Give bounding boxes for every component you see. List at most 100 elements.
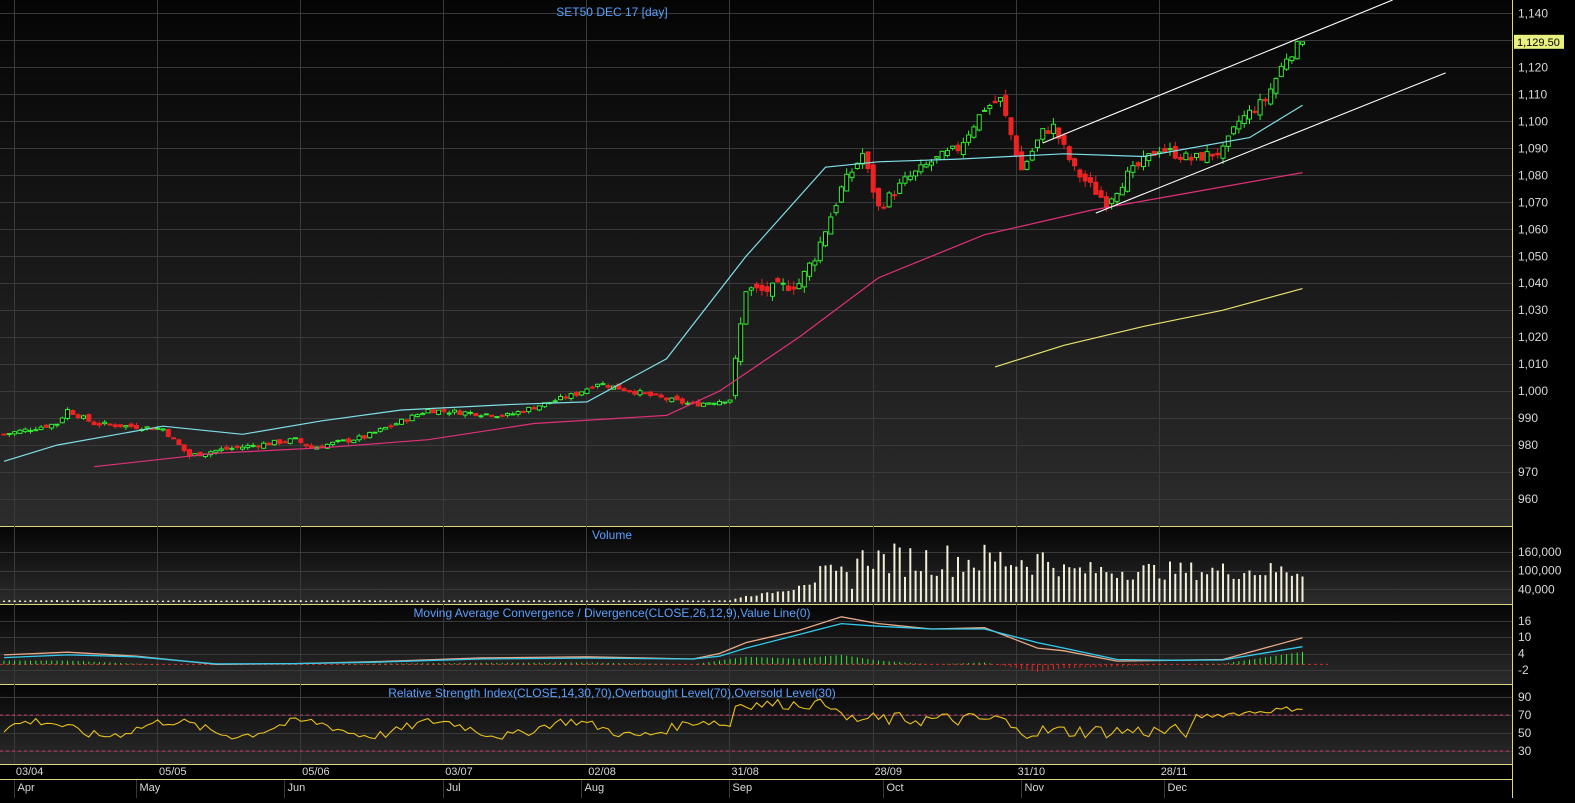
volume-tick-label: 40,000	[1518, 582, 1555, 596]
x-month-label: Jul	[447, 782, 461, 794]
candle-down	[298, 438, 304, 443]
volume-chart-title: Volume	[592, 528, 632, 542]
candle-up	[833, 205, 839, 214]
x-date-label: 31/08	[731, 766, 759, 778]
price-tick-label: 1,120	[1518, 60, 1548, 74]
candle-up	[1241, 115, 1247, 125]
trendline[interactable]	[1042, 0, 1393, 144]
candle-up	[28, 429, 33, 432]
candle-up	[748, 287, 754, 291]
candle-up	[934, 156, 940, 159]
candle-up	[372, 431, 378, 434]
candle-up	[1109, 198, 1115, 205]
candle-up	[717, 401, 722, 406]
candle-up	[1300, 41, 1305, 45]
candle-up	[907, 175, 913, 181]
candle-up	[340, 439, 346, 442]
candle-up	[669, 397, 675, 403]
candle-up	[54, 423, 60, 426]
price-tick-label: 1,090	[1518, 141, 1548, 155]
candle-down	[277, 439, 283, 444]
candle-up	[838, 186, 844, 203]
candle-down	[165, 428, 171, 437]
candle-down	[75, 414, 81, 419]
candle-down	[1215, 152, 1221, 156]
candle-down	[955, 144, 961, 152]
candle-down	[563, 396, 569, 399]
x-month-label: Aug	[585, 782, 605, 794]
price-tick-label: 1,100	[1518, 114, 1548, 128]
candle-up	[1194, 152, 1199, 158]
candle-up	[950, 145, 956, 149]
candle-down	[197, 451, 203, 457]
candle-down	[1172, 146, 1178, 159]
macd-tick-label: 10	[1518, 630, 1532, 644]
candle-down	[441, 408, 447, 412]
candle-up	[271, 439, 277, 446]
candle-up	[505, 413, 510, 416]
candle-up	[796, 283, 802, 290]
x-axis-band	[0, 764, 1512, 798]
candle-up	[897, 182, 903, 194]
candle-down	[91, 421, 97, 426]
candle-up	[844, 173, 850, 192]
candle-up	[1278, 65, 1284, 78]
candle-down	[457, 410, 463, 416]
candle-up	[770, 282, 775, 297]
candle-down	[1103, 196, 1109, 209]
candle-down	[282, 441, 288, 444]
x-month-label: Apr	[18, 782, 35, 794]
candle-down	[642, 392, 648, 395]
candle-up	[823, 231, 828, 247]
candle-down	[308, 445, 314, 449]
candle-down	[1252, 110, 1258, 113]
candle-up	[1204, 151, 1210, 163]
candle-up	[462, 411, 468, 416]
candle-up	[971, 126, 977, 138]
candle-up	[293, 437, 298, 440]
candle-up	[81, 415, 86, 419]
candle-down	[96, 423, 102, 426]
candle-up	[817, 241, 823, 262]
candle-up	[351, 439, 357, 444]
candle-up	[1146, 153, 1152, 162]
panel-vol-background	[0, 526, 1512, 604]
rsi-series	[0, 698, 1512, 752]
candle-down	[648, 391, 654, 396]
x-date-label: 28/11	[1161, 766, 1188, 778]
candle-up	[960, 142, 966, 156]
candle-up	[568, 393, 574, 399]
price-tick-label: 1,020	[1518, 330, 1548, 344]
candle-up	[854, 162, 860, 170]
price-tick-label: 1,000	[1518, 384, 1548, 398]
candle-up	[515, 411, 521, 415]
candle-up	[160, 428, 166, 431]
x-date-label: 05/05	[159, 766, 187, 778]
candle-down	[653, 393, 659, 396]
candle-up	[1035, 139, 1040, 149]
candle-down	[86, 414, 92, 422]
candle-down	[1072, 158, 1078, 167]
macd-series	[0, 616, 1328, 673]
candle-up	[812, 260, 818, 266]
candle-up	[38, 426, 44, 430]
candle-down	[1056, 127, 1062, 139]
candle-up	[12, 431, 18, 435]
candle-up	[452, 409, 457, 413]
candle-up	[701, 402, 707, 407]
price-tick-label: 1,140	[1518, 6, 1548, 20]
macd-tick-label: 4	[1518, 647, 1525, 661]
candle-up	[1289, 56, 1295, 61]
price-tick-label: 1,030	[1518, 303, 1548, 317]
candle-down	[1209, 153, 1215, 157]
candle-up	[542, 402, 548, 408]
candle-up	[939, 150, 945, 160]
trendline[interactable]	[1095, 72, 1446, 214]
ma-mid-moving-average-line	[94, 172, 1303, 468]
candle-up	[706, 402, 712, 405]
rsi-tick-label: 30	[1518, 744, 1532, 758]
candle-up	[1247, 109, 1252, 120]
price-tick-label: 1,080	[1518, 168, 1548, 182]
candle-down	[404, 419, 410, 422]
